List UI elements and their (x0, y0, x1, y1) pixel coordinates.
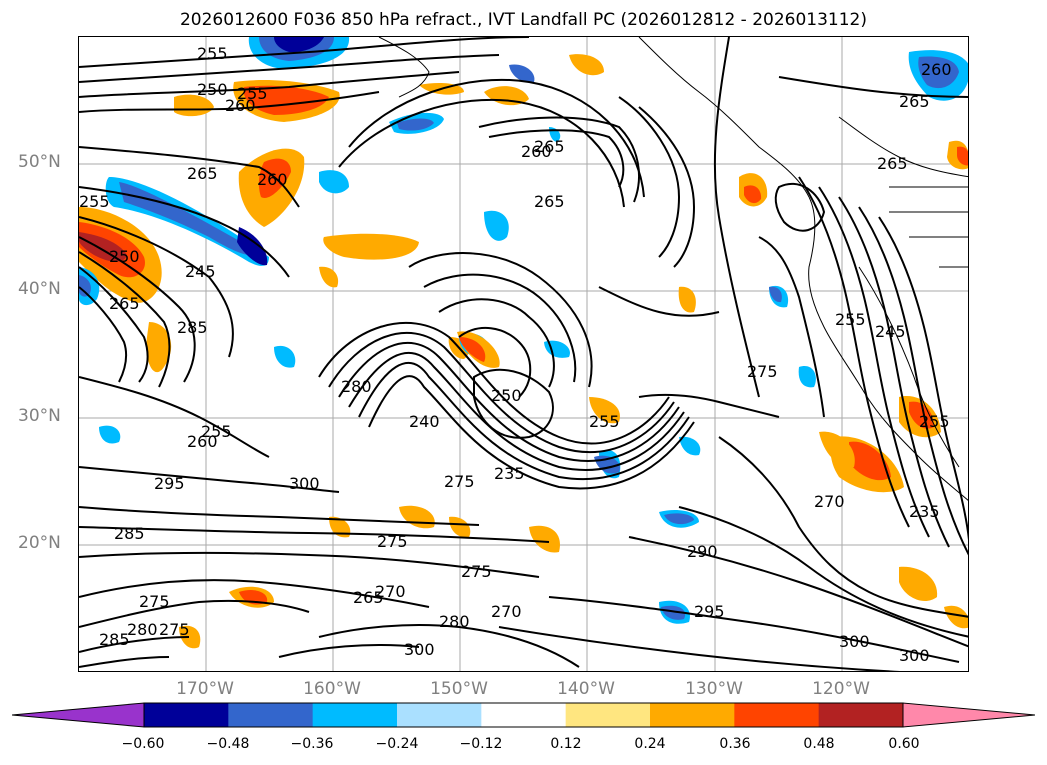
colorbar-segment (650, 703, 735, 727)
contour-label: 295 (154, 474, 185, 493)
contour-label: 240 (409, 412, 440, 431)
contour-label: 260 (225, 96, 256, 115)
map-canvas: 255 250 255 260 265 260 255 245 265 285 … (79, 37, 968, 671)
contour-label: 275 (444, 472, 475, 491)
lon-label: 140°W (557, 679, 615, 699)
lat-label: 50°N (18, 152, 61, 172)
colorbar-tick-label: −0.24 (375, 736, 419, 752)
contour-label: 280 (439, 612, 470, 631)
lon-label: 170°W (176, 679, 234, 699)
lat-label: 40°N (18, 279, 61, 299)
contour-label: 295 (694, 602, 725, 621)
contour-label: 260 (921, 60, 952, 79)
colorbar-segment (397, 703, 482, 727)
colorbar-over-arrow (902, 702, 1035, 728)
colorbar-tick-label: 0.48 (803, 736, 835, 752)
contour-labels: 255 250 255 260 265 260 255 245 265 285 … (79, 44, 952, 665)
contour-label: 265 (534, 137, 565, 156)
contour-label: 290 (687, 542, 718, 561)
lon-label: 150°W (430, 679, 488, 699)
contour-label: 270 (491, 602, 522, 621)
coastlines (378, 37, 968, 501)
contour-label: 260 (187, 432, 218, 451)
contour-label: 250 (197, 80, 228, 99)
colorbar-tick-label: −0.36 (290, 736, 334, 752)
colorbar-outline (143, 702, 904, 728)
colorbar-segments (144, 703, 904, 727)
contour-label: 280 (127, 620, 158, 639)
map-title: 2026012600 F036 850 hPa refract., IVT La… (179, 10, 867, 30)
contour-label: 250 (491, 386, 522, 405)
map-panel: 255 250 255 260 265 260 255 245 265 285 … (78, 36, 969, 672)
contour-label: 270 (814, 492, 845, 511)
contour-label: 255 (835, 310, 866, 329)
lat-label: 20°N (18, 533, 61, 553)
contour-label: 275 (377, 532, 408, 551)
colorbar-tick-label: −0.12 (459, 736, 503, 752)
colorbar-tick-label: 0.12 (550, 736, 582, 752)
contour-label: 255 (197, 44, 228, 63)
contour-label: 255 (589, 412, 620, 431)
colorbar-tick-label: 0.60 (888, 736, 920, 752)
contour-label: 300 (289, 474, 320, 493)
colorbar-tick-label: −0.48 (206, 736, 250, 752)
contour-label: 300 (839, 632, 870, 651)
colorbar-segment (565, 703, 651, 727)
colorbar-segment (734, 703, 820, 727)
colorbar-tick-label: −0.60 (121, 736, 165, 752)
contour-label: 255 (237, 84, 268, 103)
shaded-anomalies (79, 37, 968, 649)
contour-label: 285 (99, 630, 130, 649)
contour-label: 285 (177, 318, 208, 337)
colorbar (12, 702, 1035, 728)
colorbar-tick-label: 0.24 (634, 736, 666, 752)
contour-label: 245 (185, 262, 216, 281)
contours (79, 37, 968, 671)
contour-label: 245 (875, 322, 906, 341)
lon-label: 130°W (685, 679, 743, 699)
contour-label: 260 (521, 142, 552, 161)
lon-label: 160°W (303, 679, 361, 699)
contour-label: 255 (201, 422, 232, 441)
contour-label: 300 (899, 646, 930, 665)
contour-label: 285 (114, 524, 145, 543)
colorbar-under-arrow (12, 702, 145, 728)
contour-label: 300 (404, 640, 435, 659)
contour-label: 235 (494, 464, 525, 483)
contour-label: 265 (109, 294, 140, 313)
contour-label: 255 (919, 412, 950, 431)
contour-label: 280 (341, 377, 372, 396)
contour-label: 275 (159, 620, 190, 639)
contour-label: 265 (187, 164, 218, 183)
contour-label: 275 (139, 592, 170, 611)
contour-label: 275 (461, 562, 492, 581)
contour-label: 250 (109, 247, 140, 266)
colorbar-segment (818, 703, 904, 727)
lat-label: 30°N (18, 406, 61, 426)
contour-label: 235 (909, 502, 940, 521)
contour-label: 275 (747, 362, 778, 381)
colorbar-tick-label: 0.36 (719, 736, 751, 752)
colorbar-segment (312, 703, 398, 727)
contour-label: 265 (353, 588, 384, 607)
contour-label: 270 (375, 582, 406, 601)
colorbar-segment (144, 703, 229, 727)
contour-label: 260 (257, 170, 288, 189)
contour-label: 255 (79, 192, 110, 211)
colorbar-segment (228, 703, 314, 727)
contour-label: 265 (534, 192, 565, 211)
lon-label: 120°W (812, 679, 870, 699)
contour-label: 265 (899, 92, 930, 111)
contour-label: 265 (877, 154, 908, 173)
colorbar-segment (481, 703, 567, 727)
